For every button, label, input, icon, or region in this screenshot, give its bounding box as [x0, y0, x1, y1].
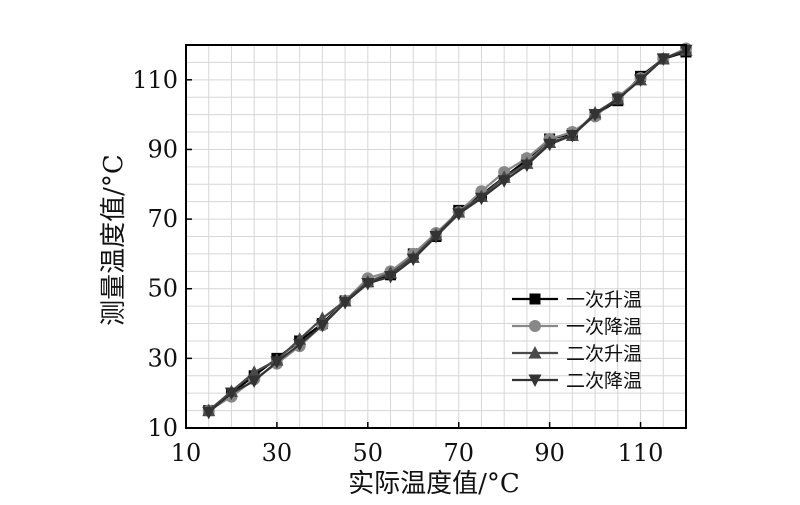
legend-item: 二次升温	[512, 343, 642, 365]
x-tick-label: 50	[353, 439, 384, 467]
y-tick-label: 90	[147, 135, 178, 163]
legend-marker	[529, 293, 541, 305]
data-point	[293, 338, 307, 352]
y-tick-label: 70	[147, 205, 178, 233]
data-point	[497, 175, 511, 188]
data-point	[634, 74, 648, 87]
data-point	[338, 297, 352, 310]
data-point	[429, 231, 443, 244]
data-point	[611, 93, 625, 106]
legend-label: 二次升温	[566, 343, 642, 365]
grid-lines	[186, 45, 686, 428]
x-tick-label: 90	[534, 439, 565, 467]
legend-label: 二次降温	[566, 370, 642, 392]
legend-item: 二次降温	[512, 370, 642, 392]
data-point	[520, 159, 534, 173]
x-axis-label: 实际温度值/°C	[348, 469, 520, 499]
axes: 10 30 50 70 90 110 10 30 50 70 90 110	[132, 66, 663, 467]
y-tick-label: 50	[147, 275, 178, 303]
legend-item: 一次降温	[512, 316, 642, 338]
data-point	[315, 319, 329, 333]
series-line	[208, 49, 687, 414]
data-point	[656, 53, 670, 66]
data-point	[384, 271, 398, 284]
data-point	[406, 253, 420, 267]
data-point	[247, 375, 261, 388]
data-point	[270, 356, 284, 369]
y-axis-label: 测量温度值/°C	[99, 154, 129, 326]
data-point	[543, 138, 557, 152]
data-point	[202, 406, 216, 420]
y-tick-label: 30	[147, 344, 178, 372]
legend-marker	[528, 346, 542, 359]
x-tick-label: 30	[262, 439, 293, 467]
legend-label: 一次降温	[566, 316, 642, 338]
data-point	[224, 387, 238, 401]
data-point	[474, 192, 488, 206]
legend-label: 一次升温	[566, 289, 642, 311]
plot-frame	[185, 44, 687, 429]
y-tick-label: 10	[147, 414, 178, 442]
series-layer	[202, 42, 693, 420]
data-point	[588, 109, 602, 122]
data-point	[565, 130, 579, 143]
legend-item: 一次升温	[512, 289, 642, 311]
y-tick-label: 110	[132, 66, 178, 94]
data-point	[247, 365, 261, 378]
x-tick-label: 70	[443, 439, 474, 467]
x-tick-label: 110	[618, 439, 664, 467]
legend-marker	[529, 320, 541, 332]
x-tick-label: 10	[171, 439, 202, 467]
data-point	[452, 208, 466, 221]
series-4	[202, 44, 693, 420]
legend-marker	[528, 374, 542, 387]
data-point	[361, 278, 375, 291]
